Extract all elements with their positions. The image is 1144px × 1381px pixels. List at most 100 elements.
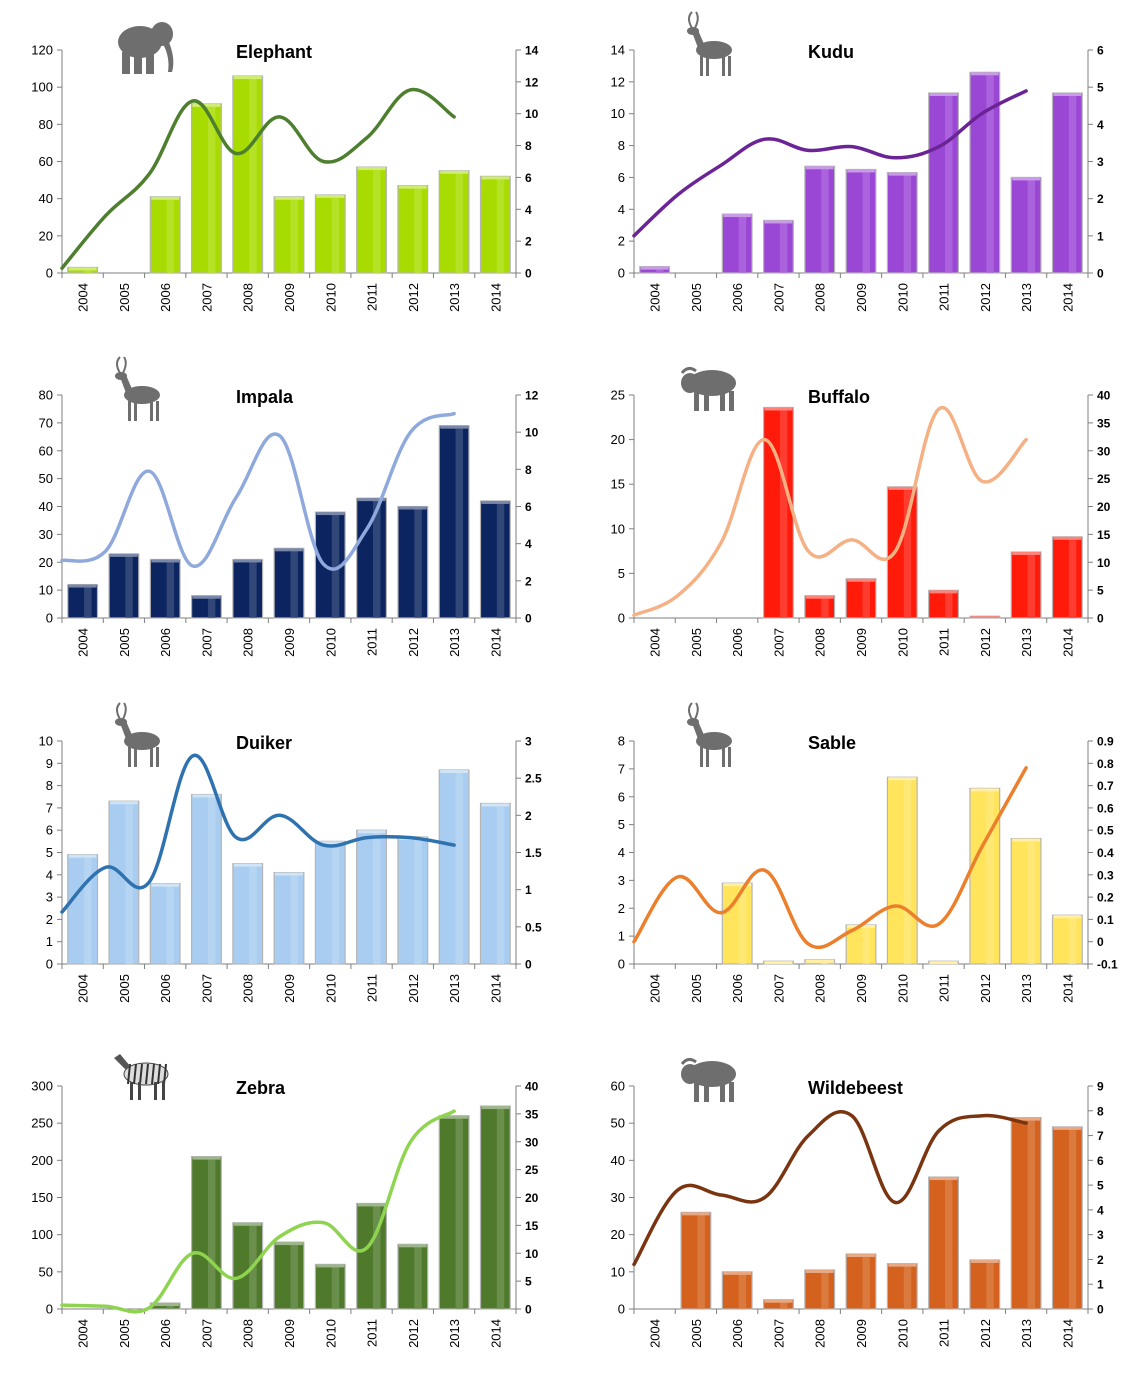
left-tick-label: 9	[46, 756, 53, 771]
right-tick-label: 12	[525, 389, 539, 403]
left-tick-label: 2	[618, 234, 625, 249]
trend-line	[632, 89, 1028, 238]
chart-svg: Elephant 0 20 40 60 80 100 120 0 2 4 6 8 10 12 14 2004 20…	[31, 22, 539, 312]
x-tick-label: 2006	[158, 1319, 173, 1348]
bar	[639, 266, 671, 274]
bar	[1010, 837, 1042, 965]
bar	[438, 170, 470, 274]
right-tick-label: 1	[1097, 229, 1104, 243]
x-tick-label: 2013	[447, 628, 462, 657]
right-tick-label: 4	[525, 537, 532, 551]
right-tick-label: 5	[1097, 584, 1104, 598]
right-tick-label: 25	[525, 1163, 539, 1177]
right-tick-label: 1	[1097, 1278, 1104, 1292]
left-tick-label: 40	[39, 499, 53, 514]
chart-svg: Sable 0 1 2 3 4 5 6 7 8 -0.1 0 0.1 0.2 0.3 0.4 0.5 0.6 0.7…	[618, 702, 1118, 1003]
right-tick-label: 40	[525, 1080, 539, 1094]
trend-line	[60, 753, 456, 914]
bar	[1051, 1126, 1083, 1310]
left-tick-label: 100	[31, 1227, 53, 1242]
right-tick-label: 2	[525, 574, 532, 588]
left-tick-label: 8	[618, 734, 625, 749]
chart-title: Wildebeest	[808, 1078, 903, 1098]
x-tick-label: 2012	[406, 628, 421, 657]
x-tick-label: 2008	[813, 1319, 828, 1348]
bar	[273, 1241, 305, 1310]
left-tick-label: 40	[611, 1153, 625, 1168]
x-tick-label: 2013	[1019, 974, 1034, 1003]
left-tick-label: 7	[46, 800, 53, 815]
x-tick-label: 2008	[241, 628, 256, 657]
bar	[356, 497, 388, 619]
left-tick-label: 6	[46, 823, 53, 838]
chart-title: Zebra	[236, 1078, 286, 1098]
left-tick-label: 100	[31, 80, 53, 95]
right-tick-label: 8	[525, 139, 532, 153]
bar	[928, 1176, 960, 1310]
x-tick-label: 2011	[937, 283, 952, 311]
bar	[969, 787, 1001, 965]
left-tick-label: 50	[611, 1116, 625, 1131]
bar	[1051, 92, 1083, 274]
x-tick-label: 2004	[76, 1319, 91, 1348]
x-tick-label: 2014	[488, 1319, 503, 1348]
left-tick-label: 20	[39, 555, 53, 570]
right-tick-label: 5	[1097, 1179, 1104, 1193]
bar	[804, 165, 836, 274]
chart-svg: Buffalo 0 5 10 15 20 25 0 5 10 15 20 25 30 35 40 2004 200…	[611, 366, 1111, 657]
bar	[232, 863, 264, 965]
x-tick-label: 2004	[648, 628, 663, 657]
bar	[969, 615, 1001, 619]
bar	[928, 960, 960, 965]
right-tick-label: 15	[525, 1219, 539, 1233]
left-tick-label: 4	[46, 867, 53, 882]
bar	[356, 1202, 388, 1310]
right-tick-label: 0	[1097, 935, 1104, 949]
bar	[845, 1253, 877, 1310]
right-tick-label: 2	[1097, 1253, 1104, 1267]
right-tick-label: 0	[525, 958, 532, 972]
bar	[232, 1222, 264, 1310]
right-tick-label: 20	[525, 1191, 539, 1205]
bar	[969, 1259, 1001, 1310]
right-tick-label: 30	[1097, 444, 1111, 458]
right-tick-label: 9	[1097, 1080, 1104, 1094]
right-tick-label: 0.8	[1097, 757, 1114, 771]
left-tick-label: 4	[618, 845, 625, 860]
right-tick-label: 0.2	[1097, 891, 1114, 905]
x-tick-label: 2009	[854, 628, 869, 657]
x-tick-label: 2012	[978, 283, 993, 312]
right-tick-label: 7	[1097, 1129, 1104, 1143]
x-tick-label: 2006	[730, 283, 745, 312]
left-tick-label: 0	[618, 1302, 625, 1317]
x-tick-label: 2009	[854, 1319, 869, 1348]
bar	[479, 500, 511, 619]
chart-panel-elephant: Elephant 0 20 40 60 80 100 120 0 2 4 6 8 10 12 14 2004 20…	[0, 0, 572, 345]
right-tick-label: 15	[1097, 528, 1111, 542]
left-tick-label: 2	[46, 912, 53, 927]
trend-line	[60, 1109, 456, 1314]
zebra-icon	[114, 1054, 169, 1100]
bar	[804, 1269, 836, 1310]
x-tick-label: 2012	[978, 974, 993, 1003]
bar	[397, 836, 429, 965]
left-tick-label: 0	[618, 957, 625, 972]
bar	[232, 75, 264, 274]
bar	[479, 802, 511, 965]
bar	[886, 776, 918, 965]
x-tick-label: 2006	[730, 974, 745, 1003]
bar	[190, 103, 222, 274]
left-tick-label: 4	[618, 202, 625, 217]
left-tick-label: 5	[618, 817, 625, 832]
x-tick-label: 2004	[76, 283, 91, 312]
left-tick-label: 60	[39, 154, 53, 169]
left-tick-label: 250	[31, 1116, 53, 1131]
right-tick-label: -0.1	[1097, 958, 1118, 972]
trend-line	[632, 766, 1028, 950]
x-tick-label: 2010	[895, 974, 910, 1003]
chart-title: Sable	[808, 733, 856, 753]
x-tick-label: 2007	[199, 283, 214, 312]
left-tick-label: 60	[611, 1079, 625, 1094]
bar	[314, 194, 346, 274]
